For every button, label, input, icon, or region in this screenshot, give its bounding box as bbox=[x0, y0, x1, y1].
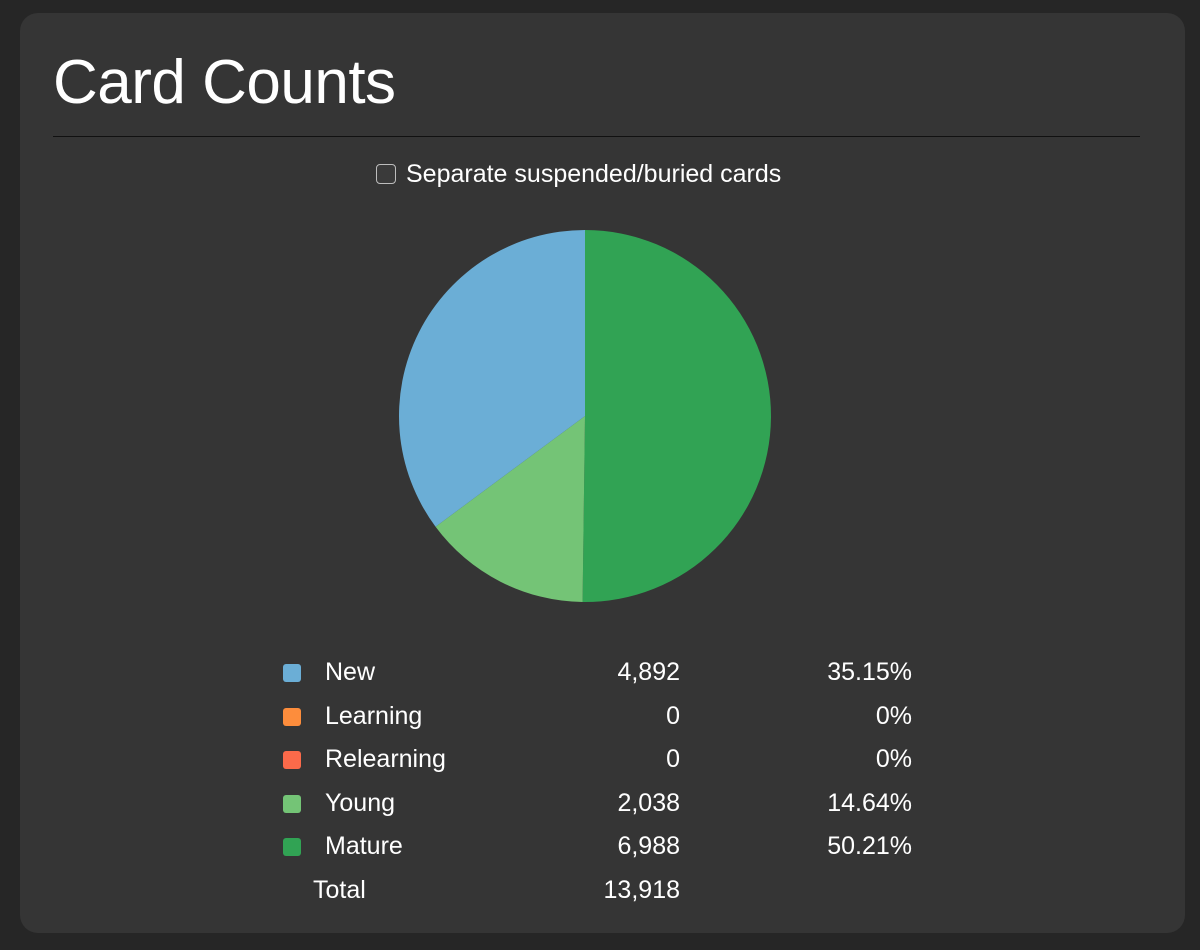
legend-count-young: 2,038 bbox=[617, 788, 680, 817]
separate-suspended-checkbox[interactable] bbox=[376, 164, 396, 184]
pie-slice-young bbox=[435, 416, 585, 602]
card-counts-legend: New 4,892 35.15% Learning 0 0% Relearning 0 0% Yo… bbox=[280, 653, 920, 914]
legend-count-learning: 0 bbox=[666, 701, 680, 730]
legend-row-new: New 4,892 35.15% bbox=[280, 653, 920, 697]
legend-label-new: New bbox=[325, 658, 376, 686]
card-counts-panel: Card Counts Separate suspended/buried ca… bbox=[20, 13, 1185, 933]
legend-swatch-mature bbox=[283, 838, 301, 856]
legend-percent-mature: 50.21% bbox=[827, 832, 912, 860]
legend-percent-relearning: 0% bbox=[875, 745, 912, 773]
legend-percent-learning: 0% bbox=[875, 701, 912, 730]
legend-row-young: Young 2,038 14.64% bbox=[280, 784, 920, 828]
legend-label-learning: Learning bbox=[325, 701, 423, 730]
legend-row-mature: Mature 6,988 50.21% bbox=[280, 827, 920, 871]
legend-label-young: Young bbox=[325, 788, 395, 817]
separate-suspended-label: Separate suspended/buried cards bbox=[406, 160, 782, 188]
legend-label-total: Total bbox=[313, 875, 366, 904]
legend-row-learning: Learning 0 0% bbox=[280, 697, 920, 741]
legend-swatch-young bbox=[283, 794, 301, 813]
pie-slice-new bbox=[398, 230, 585, 527]
legend-count-mature: 6,988 bbox=[617, 832, 680, 860]
legend-count-total: 13,918 bbox=[603, 875, 680, 904]
panel-title: Card Counts bbox=[53, 48, 396, 117]
legend-row-relearning: Relearning 0 0% bbox=[280, 740, 920, 784]
title-divider bbox=[53, 136, 1140, 137]
legend-label-mature: Mature bbox=[325, 832, 403, 860]
legend-row-total: Total 13,918 bbox=[280, 871, 920, 915]
legend-percent-new: 35.15% bbox=[827, 658, 912, 686]
legend-percent-young: 14.64% bbox=[827, 788, 912, 817]
separate-suspended-toggle[interactable]: Separate suspended/buried cards bbox=[376, 159, 781, 189]
legend-swatch-learning bbox=[283, 707, 301, 726]
legend-label-relearning: Relearning bbox=[325, 745, 446, 773]
pie-slice-mature bbox=[582, 230, 771, 602]
legend-swatch-new bbox=[283, 664, 301, 682]
legend-count-new: 4,892 bbox=[617, 658, 680, 686]
legend-count-relearning: 0 bbox=[666, 745, 680, 773]
legend-swatch-relearning bbox=[283, 751, 301, 769]
card-counts-pie-chart bbox=[398, 230, 771, 602]
